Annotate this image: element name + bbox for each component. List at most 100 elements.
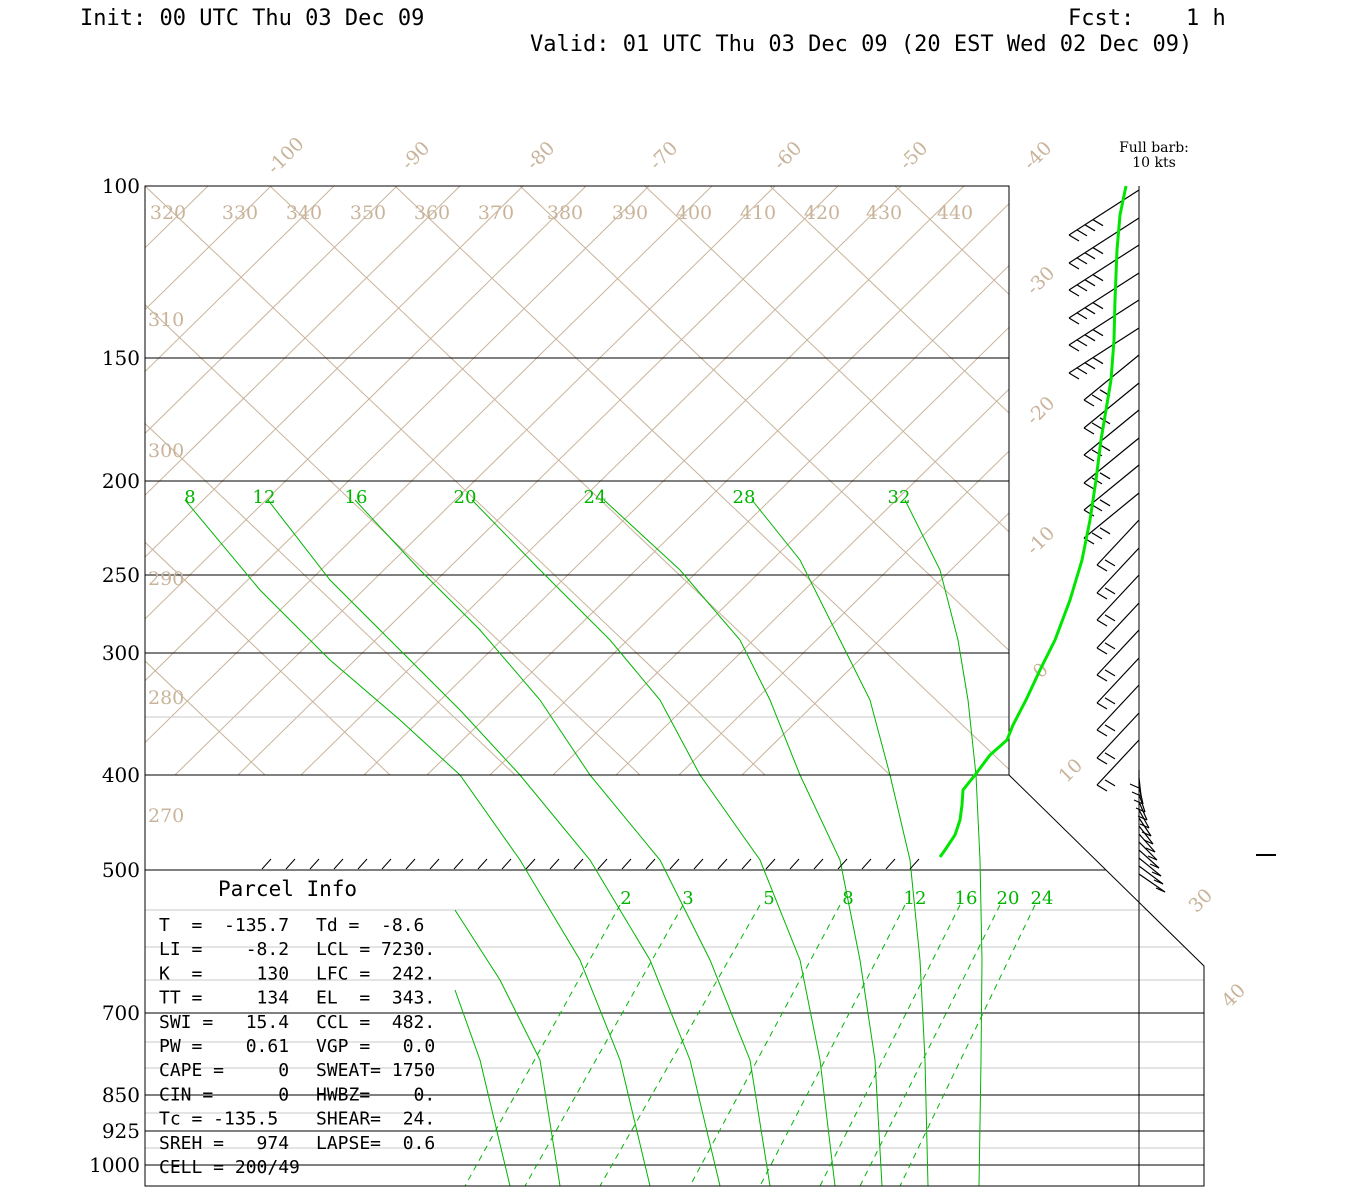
- wind-barb: [1096, 519, 1140, 566]
- hash-mark: [501, 858, 512, 870]
- parcel-row-left: LI = -8.2: [159, 939, 289, 960]
- isotherm-label: 30: [1184, 884, 1217, 917]
- parcel-row-left: K = 130: [159, 963, 289, 984]
- mixing-ratio-line: [819, 904, 961, 1186]
- isotherm-label: 40: [1217, 979, 1250, 1012]
- wind-barb: [1096, 547, 1140, 594]
- hash-mark: [789, 858, 800, 870]
- theta-label: 420: [804, 202, 840, 224]
- mixing-ratio-line: [464, 904, 621, 1186]
- isotherm-line: [894, 186, 1009, 295]
- wind-barb-flag: [1076, 367, 1088, 375]
- hash-mark: [285, 858, 296, 870]
- moist-adiabat-line: [751, 499, 891, 775]
- wind-barb: [1138, 841, 1158, 861]
- adiabat-line: [0, 186, 82, 775]
- wind-barb-flag: [1084, 362, 1096, 370]
- wind-barb: [1096, 602, 1140, 649]
- theta-label: 400: [676, 202, 712, 224]
- moist-adiabat-line: [699, 775, 836, 1186]
- parcel-row-right: VGP = 0.0: [316, 1036, 435, 1057]
- wind-barb-flag: [1149, 863, 1160, 869]
- parcel-row-right: LAPSE= 0.6: [316, 1133, 435, 1154]
- fcst-label: Fcst:: [1068, 6, 1134, 31]
- wind-barb: [1068, 217, 1140, 264]
- hash-mark: [357, 858, 368, 870]
- hash-mark: [621, 858, 632, 870]
- isotherm-line: [145, 660, 266, 775]
- hash-mark: [453, 858, 464, 870]
- theta-label: 330: [222, 202, 258, 224]
- wind-barb-flag: [1076, 339, 1088, 347]
- wind-barb-flag: [1068, 262, 1080, 270]
- wind-barb-flag: [1096, 702, 1108, 710]
- pressure-label: 850: [102, 1083, 140, 1107]
- mixing-ratio-label: 20: [997, 888, 1020, 909]
- moist-adiabat-line: [184, 499, 461, 775]
- wind-barb-flag: [1129, 783, 1140, 789]
- mixing-ratio-line: [759, 904, 906, 1186]
- pressure-label: 250: [102, 563, 140, 587]
- moist-adiabat-line: [603, 499, 801, 775]
- isotherm-label: 10: [1054, 754, 1087, 787]
- wind-barb-flag: [1147, 855, 1158, 861]
- wind-barb-flag: [1104, 614, 1116, 622]
- wind-barb-flag: [1068, 289, 1080, 297]
- wind-barb: [1096, 574, 1140, 621]
- wind-barb-flag: [1104, 669, 1116, 677]
- wind-barbs: [1068, 189, 1166, 893]
- isotherm-line: [1020, 186, 1350, 775]
- wind-barb-flag: [1091, 394, 1103, 402]
- mixing-ratio-label: 5: [763, 888, 774, 909]
- isotherm-label: -50: [895, 137, 932, 174]
- theta-e-label: 16: [345, 487, 368, 508]
- wind-barb: [1068, 327, 1140, 374]
- wind-barb: [1138, 801, 1148, 821]
- theta-label: 430: [866, 202, 902, 224]
- theta-e-label: 28: [733, 487, 756, 508]
- isotherm-line: [145, 541, 391, 775]
- isotherm-label: -100: [263, 133, 309, 179]
- pressure-label: 100: [102, 174, 140, 198]
- wind-barb-flag: [1084, 334, 1096, 342]
- level-hash-marks: [261, 858, 920, 870]
- fcst-value: 1 h: [1186, 6, 1226, 31]
- pressure-label: 700: [102, 1001, 140, 1025]
- wind-barb-flag: [1068, 344, 1080, 352]
- wind-barb-flag: [1076, 229, 1088, 237]
- wind-barb: [1138, 865, 1164, 885]
- theta-e-label: 24: [584, 487, 607, 508]
- wind-barb-flag: [1099, 472, 1111, 480]
- parcel-row-right: CCL = 482.: [316, 1012, 435, 1033]
- wind-barb: [1096, 629, 1140, 676]
- theta-label: 290: [148, 568, 184, 590]
- isotherm-label: -90: [397, 137, 434, 174]
- mixing-ratio-line: [524, 904, 684, 1186]
- wind-barb-flag: [1096, 647, 1108, 655]
- theta-label: 270: [148, 805, 184, 827]
- barb-note-line1: Full barb:: [1119, 140, 1189, 156]
- wind-barb-flag: [1091, 422, 1103, 430]
- wind-barb: [1096, 684, 1140, 731]
- wind-barb: [1083, 409, 1140, 456]
- hash-mark: [861, 858, 872, 870]
- wind-barb: [1138, 857, 1162, 877]
- hash-mark: [741, 858, 752, 870]
- wind-barb: [1083, 382, 1140, 429]
- parcel-row-left: CELL = 200/49: [159, 1157, 300, 1178]
- parcel-row-right: HWBZ= 0.: [316, 1084, 435, 1105]
- isotherm-line: [769, 186, 1009, 414]
- wind-barb-flag: [1068, 234, 1080, 242]
- parcel-info-table: T = -135.7 Td = -8.6 LI = -8.2 LCL = 7230. K…: [159, 915, 435, 1178]
- wind-barb-flag: [1096, 564, 1108, 572]
- wind-barb-flag: [1083, 399, 1095, 407]
- hash-mark: [405, 858, 416, 870]
- hash-mark: [381, 858, 392, 870]
- hash-mark: [261, 858, 272, 870]
- parcel-row-left: T = -135.7: [159, 915, 289, 936]
- wind-barb-flag: [1091, 532, 1103, 540]
- wind-barb-flag: [1083, 427, 1095, 435]
- wind-barb-flag: [1155, 887, 1166, 893]
- parcel-row-right: LCL = 7230.: [316, 939, 435, 960]
